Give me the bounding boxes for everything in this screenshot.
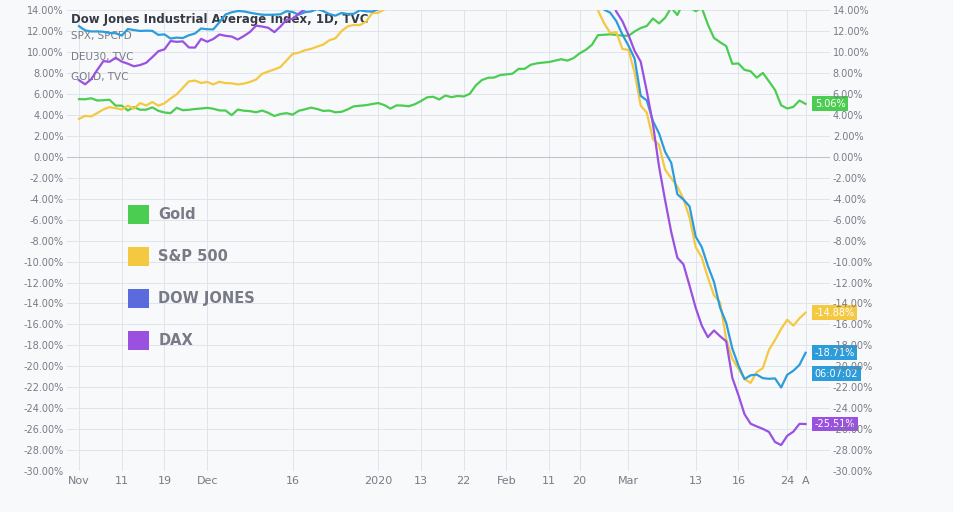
Text: SPX, SPCFD: SPX, SPCFD bbox=[71, 31, 132, 41]
Text: S&P 500: S&P 500 bbox=[158, 249, 228, 264]
Bar bbox=[128, 289, 149, 308]
Text: DOW JONES: DOW JONES bbox=[158, 291, 254, 306]
Bar bbox=[128, 247, 149, 266]
Text: DAX: DAX bbox=[158, 333, 193, 348]
Bar bbox=[128, 331, 149, 350]
Text: -18.71%: -18.71% bbox=[814, 348, 854, 358]
Text: Gold: Gold bbox=[158, 207, 195, 222]
Bar bbox=[128, 205, 149, 224]
Text: 5.06%: 5.06% bbox=[814, 99, 844, 109]
Text: -14.88%: -14.88% bbox=[814, 308, 854, 317]
Text: GOLD, TVC: GOLD, TVC bbox=[71, 73, 128, 82]
Text: 06:07:02: 06:07:02 bbox=[814, 369, 858, 379]
Text: DEU30, TVC: DEU30, TVC bbox=[71, 52, 133, 62]
Text: Dow Jones Industrial Average Index, 1D, TVC: Dow Jones Industrial Average Index, 1D, … bbox=[71, 13, 368, 26]
Text: -25.51%: -25.51% bbox=[814, 419, 854, 429]
